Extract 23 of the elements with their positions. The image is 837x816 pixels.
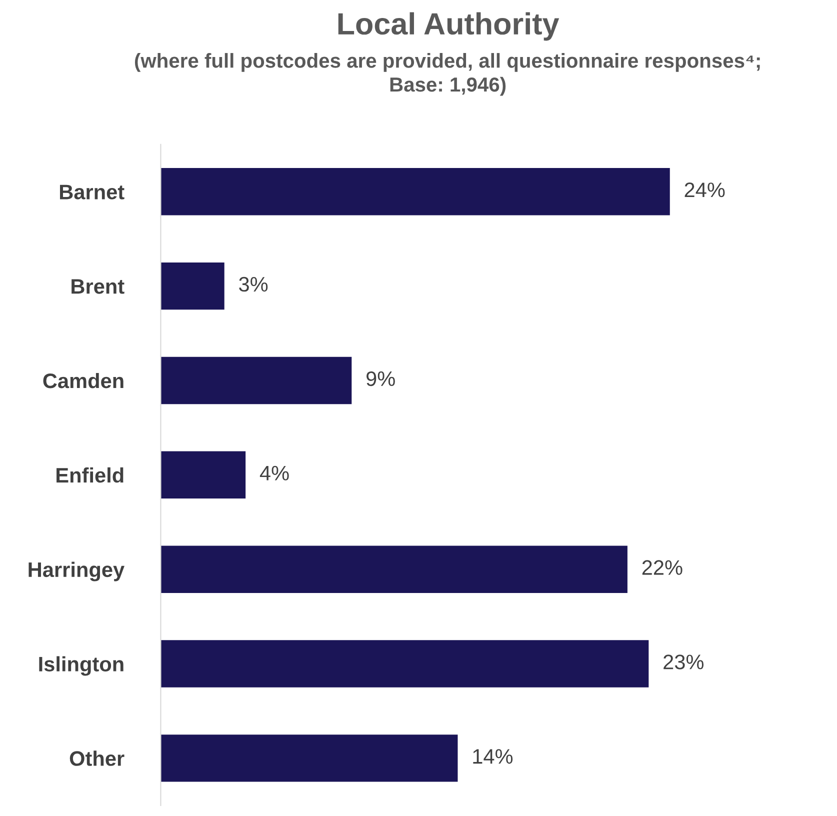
bar [160,168,670,216]
y-tick-label: Harringey [28,562,124,582]
bar [160,451,246,499]
chart-subtitle: (where full postcodes are provided, all questionnaire responses⁴; Base: 1,946) [134,53,760,96]
bar [160,640,649,688]
data-label: 23% [664,654,704,670]
y-tick-label: Other [70,750,124,766]
data-label: 4% [260,466,289,480]
y-tick-label: Islington [39,656,124,676]
y-tick-label: Brent [72,279,124,294]
data-label: 24% [684,182,725,198]
data-label: 22% [642,560,682,575]
chart-title: Local Authority [338,12,560,41]
data-label: 9% [366,371,395,386]
data-label: 14% [473,749,513,764]
bar [160,734,458,782]
y-tick-label: Camden [43,372,124,388]
y-tick-label: Barnet [60,184,124,200]
bar [160,546,628,593]
bar [160,262,224,310]
bar [160,356,352,404]
data-label: 3% [239,276,268,292]
y-tick-label: Enfield [56,467,124,483]
